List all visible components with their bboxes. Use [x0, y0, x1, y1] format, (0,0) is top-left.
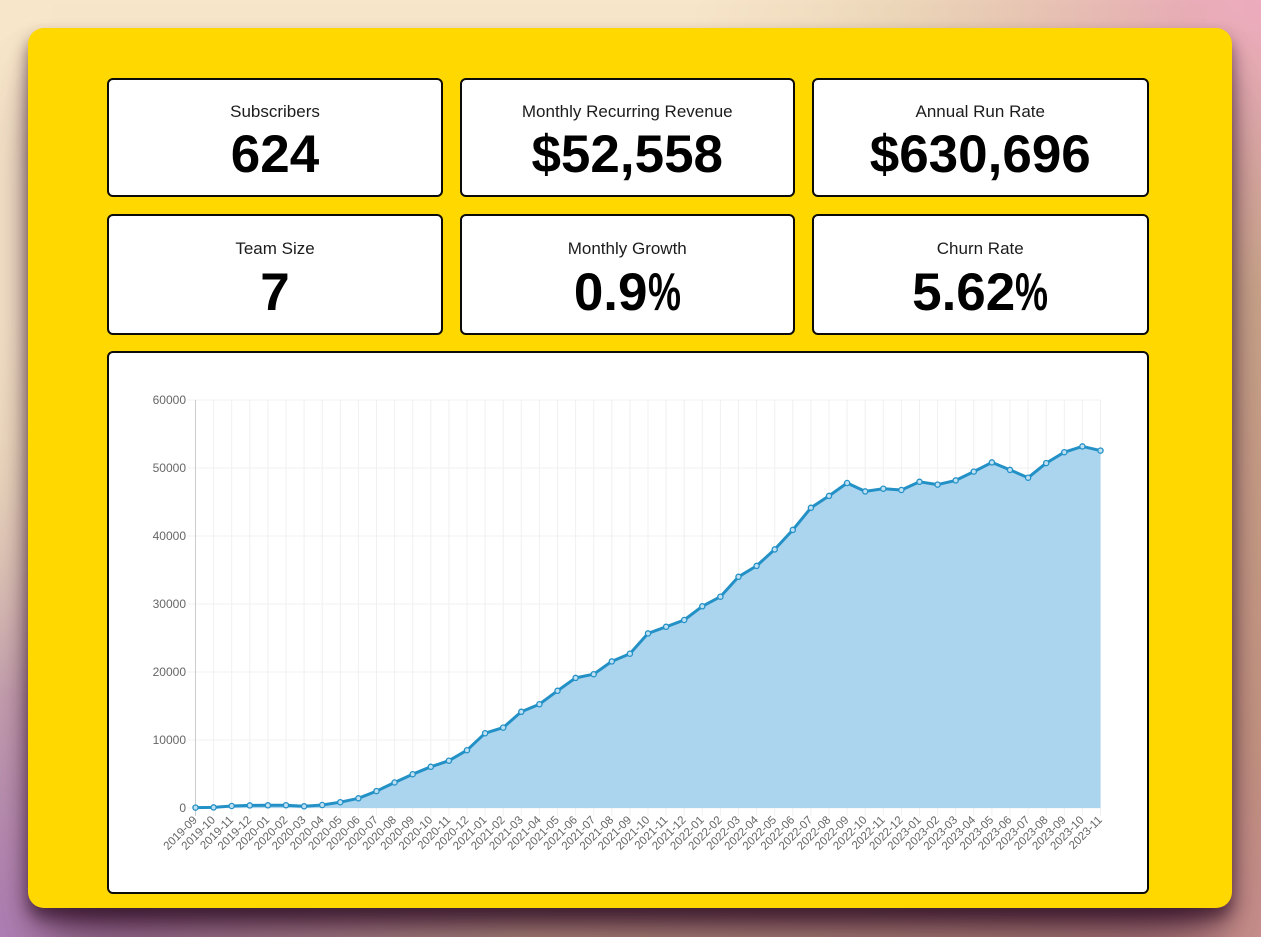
svg-text:40000: 40000: [153, 529, 187, 543]
svg-text:0: 0: [179, 801, 186, 815]
svg-text:30000: 30000: [153, 597, 187, 611]
svg-text:20000: 20000: [153, 665, 187, 679]
svg-text:60000: 60000: [153, 393, 187, 407]
svg-text:50000: 50000: [153, 461, 187, 475]
svg-text:10000: 10000: [153, 733, 187, 747]
